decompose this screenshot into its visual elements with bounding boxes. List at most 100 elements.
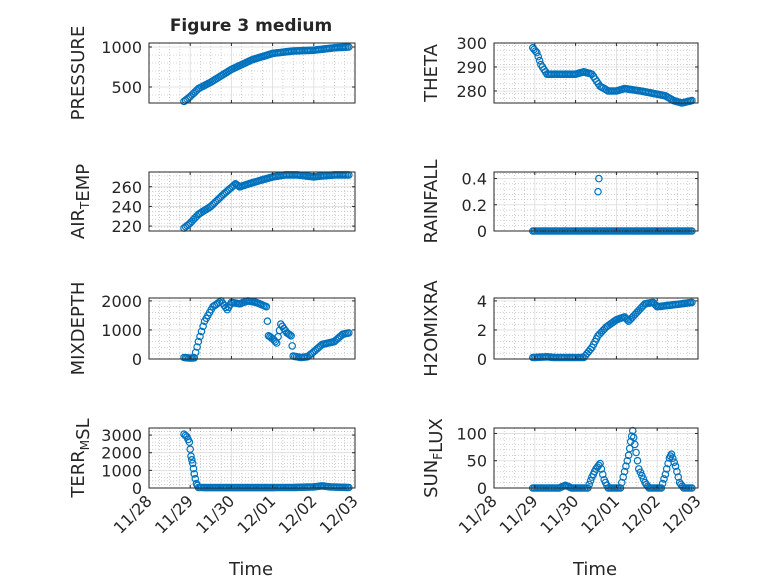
data-point <box>194 337 203 346</box>
y-tick-label: 0 <box>132 350 142 369</box>
x-tick-label: 12/01 <box>233 491 279 537</box>
y-tick-label: 1000 <box>101 38 142 57</box>
y-tick-label: 2 <box>477 321 487 340</box>
x-tick-label: 11/28 <box>110 491 156 537</box>
y-tick-label: 3000 <box>101 426 142 445</box>
data-markers <box>528 298 696 362</box>
subplot-h2omixra: 0 2 4 H2OMIXRA <box>421 280 699 377</box>
y-axis-label: MIXDEPTH <box>68 282 89 376</box>
data-point <box>285 330 294 339</box>
data-point <box>595 174 603 183</box>
data-point <box>668 454 677 463</box>
data-point <box>594 187 602 196</box>
subplot-theta: 280 290 300 THETA <box>421 34 699 107</box>
data-point <box>638 471 646 480</box>
data-point <box>344 43 353 51</box>
data-markers <box>528 43 696 107</box>
y-tick-label: 0 <box>477 479 487 498</box>
data-point <box>629 433 638 442</box>
data-point <box>674 473 683 481</box>
figure-title: Figure 3 medium <box>170 16 332 36</box>
y-axis-label: AIRTEMP <box>68 164 94 239</box>
y-tick-label: 0 <box>477 350 487 369</box>
x-tick-label: 11/30 <box>536 491 582 537</box>
y-tick-label: 0.2 <box>462 196 487 215</box>
y-axis-label: THETA <box>421 43 442 103</box>
x-tick-label: 11/28 <box>455 491 501 537</box>
subplot-rainfall: 0 0.2 0.4 RAINFALL <box>421 160 699 244</box>
x-tick-label: 11/30 <box>192 491 238 537</box>
data-point <box>196 332 204 341</box>
y-tick-label: 220 <box>111 217 142 236</box>
x-tick-label: 12/03 <box>316 491 362 537</box>
data-point <box>596 459 604 468</box>
data-point <box>344 329 353 337</box>
data-point <box>598 470 607 479</box>
data-point <box>673 467 681 476</box>
axes-box <box>493 171 699 232</box>
data-point <box>617 478 626 487</box>
data-point <box>688 298 696 307</box>
data-point <box>625 444 634 453</box>
axes-box <box>148 171 356 232</box>
data-point <box>632 448 640 457</box>
data-point <box>688 96 696 105</box>
data-markers <box>180 43 353 106</box>
data-point <box>586 476 595 485</box>
x-axis-label-right: Time <box>572 559 617 580</box>
data-point <box>662 465 671 473</box>
data-point <box>188 455 196 464</box>
x-tick-label: 12/01 <box>577 491 623 537</box>
y-tick-label: 240 <box>111 197 142 216</box>
x-tick-label: 11/29 <box>151 491 197 537</box>
data-markers <box>180 297 353 362</box>
data-point <box>658 479 667 488</box>
data-point <box>274 332 282 341</box>
y-axis-label: PRESSURE <box>68 26 89 121</box>
data-point <box>671 462 680 471</box>
y-axis-label: RAINFALL <box>421 160 442 244</box>
data-point <box>199 322 207 331</box>
y-tick-label: 0.4 <box>462 170 487 189</box>
data-point <box>667 450 676 459</box>
data-point <box>189 464 198 473</box>
y-tick-label: 300 <box>456 34 487 53</box>
axes-box <box>148 297 356 360</box>
data-markers <box>180 430 353 492</box>
data-point <box>186 445 195 454</box>
x-tick-label: 12/03 <box>659 491 705 537</box>
y-tick-label: 4 <box>477 292 487 311</box>
subplot-pressure: 500 1000 PRESSURE <box>68 26 356 121</box>
data-point <box>630 440 639 449</box>
y-tick-label: 280 <box>456 82 487 101</box>
y-tick-label: 500 <box>111 78 142 97</box>
data-point <box>191 348 200 357</box>
data-markers <box>180 171 353 232</box>
y-tick-label: 260 <box>111 178 142 197</box>
axes-box <box>493 427 699 489</box>
data-point <box>622 462 630 471</box>
data-point <box>535 56 544 65</box>
data-point <box>623 315 632 324</box>
data-point <box>190 353 199 362</box>
axes-box <box>493 297 699 360</box>
y-tick-label: 290 <box>456 58 487 77</box>
axes-box <box>148 427 356 489</box>
y-tick-label: 2000 <box>101 292 142 311</box>
y-tick-label: 2000 <box>101 444 142 463</box>
data-point <box>619 473 628 481</box>
data-point <box>262 302 271 311</box>
data-point <box>191 474 200 483</box>
data-point <box>660 475 668 483</box>
y-tick-label: 100 <box>456 424 487 443</box>
y-axis-label: H2OMIXRA <box>421 280 442 377</box>
y-tick-label: 0 <box>132 479 142 498</box>
subplot-mixdepth: 0 1000 2000 MIXDEPTH <box>68 282 356 376</box>
data-point <box>288 342 297 350</box>
data-point <box>287 331 295 340</box>
data-point <box>188 459 197 468</box>
